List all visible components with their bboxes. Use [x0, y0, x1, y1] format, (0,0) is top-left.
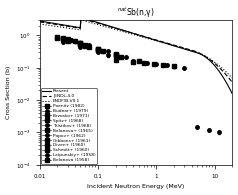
- Title: $^{nat}$Sb(n,γ): $^{nat}$Sb(n,γ): [117, 5, 155, 20]
- JENDL-4.0: [213, 62, 216, 65]
- JENDL-4.0: [231, 81, 234, 84]
- JENDL-4.0: [154, 38, 156, 41]
- Line: ENDF/B-VII.1: ENDF/B-VII.1: [40, 20, 232, 78]
- Legend: Present, JENDL-4.0, ENDF/B-VII.1, Poenitz (1982), Budnar+ (1979), Brzosko+ (1971: Present, JENDL-4.0, ENDF/B-VII.1, Poenit…: [41, 88, 97, 164]
- ENDF/B-VII.1: [231, 77, 234, 79]
- Present: [231, 93, 234, 95]
- ENDF/B-VII.1: [154, 39, 156, 42]
- Y-axis label: Cross Section (b): Cross Section (b): [5, 66, 10, 119]
- ENDF/B-VII.1: [157, 40, 160, 43]
- Line: Present: Present: [40, 17, 232, 94]
- JENDL-4.0: [157, 39, 160, 42]
- Present: [39, 20, 42, 22]
- ENDF/B-VII.1: [201, 54, 204, 56]
- JENDL-4.0: [79, 17, 82, 20]
- ENDF/B-VII.1: [38, 23, 41, 25]
- JENDL-4.0: [39, 21, 42, 23]
- Present: [38, 20, 41, 22]
- Present: [153, 39, 156, 41]
- Present: [79, 16, 82, 19]
- ENDF/B-VII.1: [153, 39, 156, 41]
- ENDF/B-VII.1: [39, 23, 42, 25]
- Present: [201, 54, 204, 56]
- JENDL-4.0: [201, 54, 204, 56]
- X-axis label: Incident Neutron Energy (MeV): Incident Neutron Energy (MeV): [87, 184, 185, 190]
- Present: [157, 40, 160, 42]
- ENDF/B-VII.1: [79, 19, 82, 21]
- Present: [213, 65, 216, 67]
- Present: [154, 39, 156, 41]
- JENDL-4.0: [153, 38, 156, 41]
- JENDL-4.0: [38, 21, 41, 23]
- Line: JENDL-4.0: JENDL-4.0: [40, 18, 232, 82]
- ENDF/B-VII.1: [213, 61, 216, 64]
